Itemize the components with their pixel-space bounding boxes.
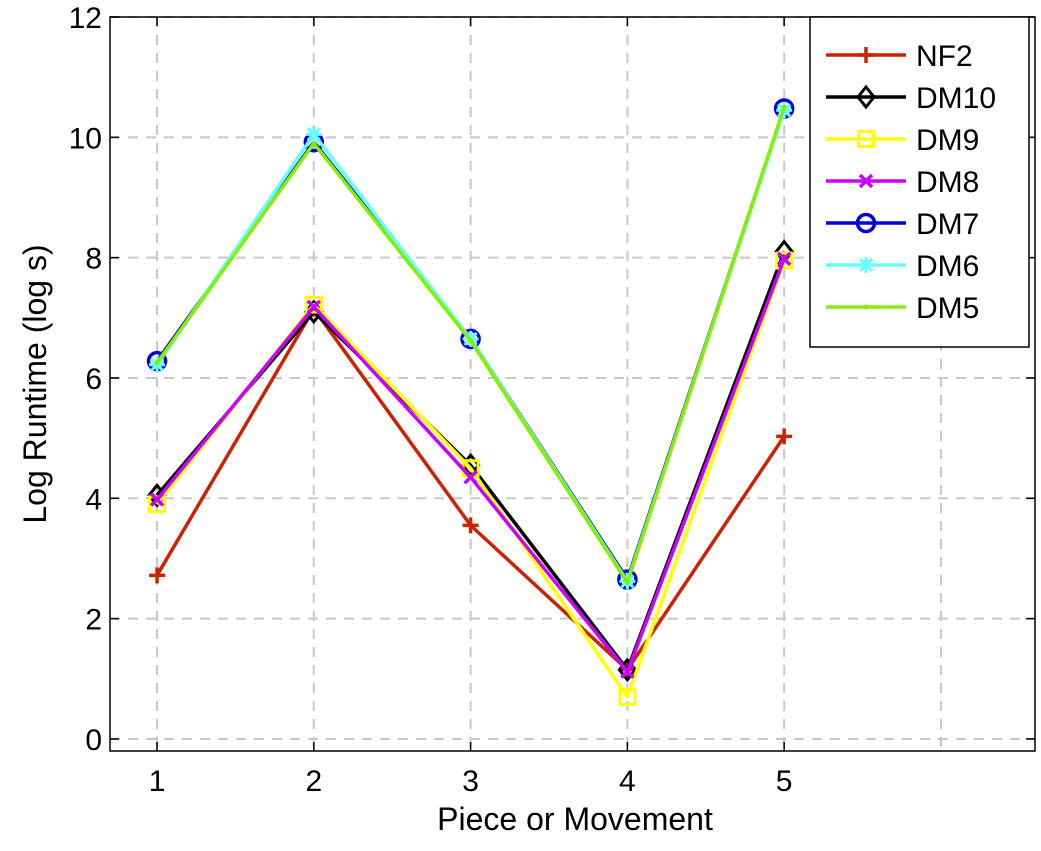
data-point-dm8 xyxy=(149,492,165,507)
legend-entry-dm5: DM5 xyxy=(826,292,979,325)
series-dm8 xyxy=(149,251,792,679)
legend-entry-dm9: DM9 xyxy=(826,124,979,157)
data-point-dm8 xyxy=(776,251,792,267)
data-point-dm9 xyxy=(618,687,637,706)
x-tick-label: 3 xyxy=(462,765,479,798)
legend-entry-dm8: DM8 xyxy=(826,166,979,199)
legend-label-dm5: DM5 xyxy=(916,292,979,325)
data-point-dm6 xyxy=(305,126,322,143)
series-lines xyxy=(146,98,795,706)
x-axis-title: Piece or Movement xyxy=(437,801,713,837)
x-tick-label: 5 xyxy=(776,765,793,798)
x-tick-label: 2 xyxy=(305,765,322,798)
legend-label-dm9: DM9 xyxy=(916,124,979,157)
data-point-dm8 xyxy=(463,470,478,485)
legend-label-nf2: NF2 xyxy=(916,40,973,73)
data-point-dm5 xyxy=(624,580,630,586)
data-point-nf2 xyxy=(776,428,793,445)
data-point-dm9 xyxy=(304,295,323,314)
data-point-dm5 xyxy=(154,360,160,366)
legend-marker-dm7 xyxy=(855,212,877,234)
plot-frame xyxy=(109,16,1036,752)
y-axis-title: Log Runtime (log s) xyxy=(17,244,53,523)
y-tick-label: 6 xyxy=(85,363,102,396)
legend-label-dm7: DM7 xyxy=(916,208,979,241)
y-tick-label: 4 xyxy=(85,483,102,516)
y-tick-label: 12 xyxy=(69,2,102,35)
x-tick-label: 1 xyxy=(149,765,166,798)
data-point-dm5 xyxy=(468,338,474,344)
y-tick-label: 0 xyxy=(85,724,102,757)
legend-marker-dm6 xyxy=(858,257,874,273)
legend-entry-nf2: NF2 xyxy=(826,40,973,73)
legend-entry-dm6: DM6 xyxy=(826,250,979,283)
data-point-dm8 xyxy=(306,299,322,315)
x-tick-label: 4 xyxy=(619,765,636,798)
y-tick-label: 10 xyxy=(69,122,102,155)
legend-marker-dm9 xyxy=(857,130,875,148)
legend-entry-dm10: DM10 xyxy=(826,82,996,115)
data-point-dm9 xyxy=(775,251,794,270)
legend-marker-dm5 xyxy=(863,304,869,310)
legend-marker-dm10 xyxy=(856,84,876,110)
data-point-nf2 xyxy=(149,567,166,584)
legend-label-dm10: DM10 xyxy=(916,82,996,115)
legend-entry-dm7: DM7 xyxy=(826,208,979,241)
legend-label-dm6: DM6 xyxy=(916,250,979,283)
y-tick-label: 8 xyxy=(85,243,102,276)
data-point-dm5 xyxy=(781,104,787,110)
legend-marker-dm8 xyxy=(858,173,874,189)
series-dm5 xyxy=(154,104,787,586)
data-point-dm5 xyxy=(311,140,317,146)
y-tick-label: 2 xyxy=(85,604,102,637)
legend-label-dm8: DM8 xyxy=(916,166,979,199)
legend-marker-nf2 xyxy=(858,47,874,63)
legend: NF2 DM10 DM9 DM8 DM7 DM6 DM5 xyxy=(809,16,1030,348)
data-point-dm8 xyxy=(620,664,635,679)
grid-lines xyxy=(110,16,1035,751)
data-point-dm7 xyxy=(460,328,481,350)
data-point-nf2 xyxy=(462,517,479,534)
